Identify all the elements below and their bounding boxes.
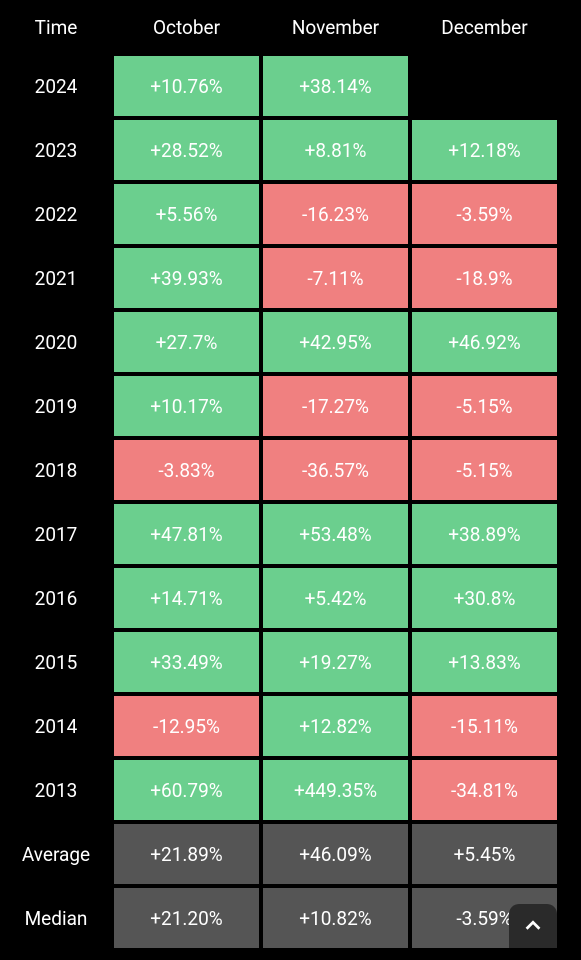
data-cell: +30.8%	[410, 566, 559, 630]
data-cell: +28.52%	[112, 118, 261, 182]
data-cell: +10.17%	[112, 374, 261, 438]
row-label: 2016	[0, 566, 112, 630]
data-cell: +39.93%	[112, 246, 261, 310]
row-label: 2021	[0, 246, 112, 310]
data-cell: +47.81%	[112, 502, 261, 566]
data-cell: +33.49%	[112, 630, 261, 694]
column-header-december: December	[410, 0, 559, 54]
empty-cell	[410, 54, 559, 118]
row-label: Median	[0, 886, 112, 950]
data-cell: +53.48%	[261, 502, 410, 566]
row-label: 2017	[0, 502, 112, 566]
data-cell: -7.11%	[261, 246, 410, 310]
data-cell: +12.82%	[261, 694, 410, 758]
row-label: 2022	[0, 182, 112, 246]
data-cell: -3.83%	[112, 438, 261, 502]
chevron-up-icon	[522, 915, 544, 937]
data-cell: +38.89%	[410, 502, 559, 566]
data-cell: +5.56%	[112, 182, 261, 246]
row-label: 2024	[0, 54, 112, 118]
data-cell: -17.27%	[261, 374, 410, 438]
row-label: 2014	[0, 694, 112, 758]
data-cell: -15.11%	[410, 694, 559, 758]
data-cell: +27.7%	[112, 310, 261, 374]
data-cell: +21.89%	[112, 822, 261, 886]
data-cell: +21.20%	[112, 886, 261, 950]
row-label: Average	[0, 822, 112, 886]
row-label: 2020	[0, 310, 112, 374]
data-cell: +46.09%	[261, 822, 410, 886]
data-cell: +449.35%	[261, 758, 410, 822]
data-cell: +8.81%	[261, 118, 410, 182]
data-cell: -18.9%	[410, 246, 559, 310]
data-cell: -3.59%	[410, 182, 559, 246]
row-label: 2013	[0, 758, 112, 822]
data-cell: +5.42%	[261, 566, 410, 630]
data-cell: +14.71%	[112, 566, 261, 630]
data-cell: -34.81%	[410, 758, 559, 822]
data-cell: +19.27%	[261, 630, 410, 694]
data-cell: +10.82%	[261, 886, 410, 950]
data-cell: -12.95%	[112, 694, 261, 758]
data-cell: +10.76%	[112, 54, 261, 118]
column-header-time: Time	[0, 0, 112, 54]
column-header-november: November	[261, 0, 410, 54]
row-label: 2018	[0, 438, 112, 502]
data-cell: +12.18%	[410, 118, 559, 182]
data-cell: -5.15%	[410, 374, 559, 438]
data-cell: +13.83%	[410, 630, 559, 694]
performance-table: Time October November December 2024+10.7…	[0, 0, 581, 950]
data-cell: +60.79%	[112, 758, 261, 822]
data-cell: -36.57%	[261, 438, 410, 502]
data-cell: +46.92%	[410, 310, 559, 374]
data-cell: -16.23%	[261, 182, 410, 246]
scroll-to-top-button[interactable]	[509, 904, 557, 948]
column-header-october: October	[112, 0, 261, 54]
data-cell: +42.95%	[261, 310, 410, 374]
data-cell: +5.45%	[410, 822, 559, 886]
row-label: 2023	[0, 118, 112, 182]
row-label: 2019	[0, 374, 112, 438]
data-cell: +38.14%	[261, 54, 410, 118]
data-cell: -5.15%	[410, 438, 559, 502]
row-label: 2015	[0, 630, 112, 694]
